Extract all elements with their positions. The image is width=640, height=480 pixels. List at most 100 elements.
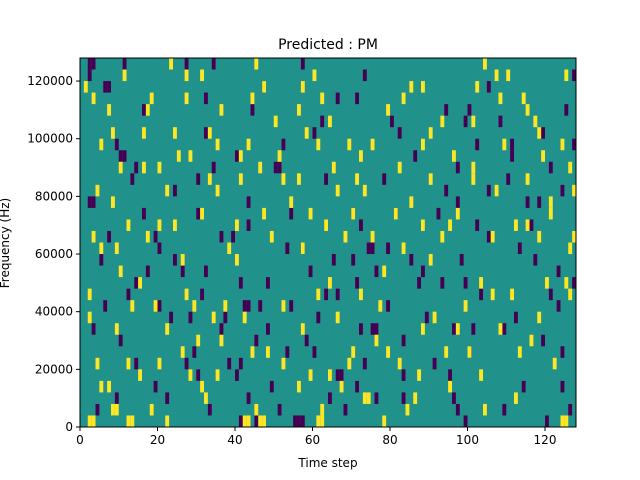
heatmap-cell-high xyxy=(200,207,205,220)
heatmap-cell-high xyxy=(335,184,340,197)
heatmap-cell-high xyxy=(328,277,332,289)
heatmap-cell-low xyxy=(560,184,565,197)
heatmap-cell-low xyxy=(145,265,150,278)
heatmap-cell-high xyxy=(455,207,460,220)
heatmap-cell-high xyxy=(111,127,115,139)
heatmap-cell-high xyxy=(490,230,495,243)
heatmap-cell-low xyxy=(142,207,146,220)
heatmap-cell-high xyxy=(521,92,526,105)
heatmap-cell-high xyxy=(277,150,282,162)
heatmap-cell-high xyxy=(126,219,131,231)
heatmap-cell-low xyxy=(246,219,251,231)
heatmap-cell-low xyxy=(444,104,449,116)
heatmap-cell-low xyxy=(304,334,309,347)
heatmap-cell-high xyxy=(359,150,363,162)
heatmap-cell-high xyxy=(568,288,573,301)
heatmap-cell-high xyxy=(483,403,487,416)
heatmap-cell-low xyxy=(173,184,177,197)
heatmap-cell-high xyxy=(157,161,162,174)
heatmap-cell-low xyxy=(424,311,429,324)
heatmap-cell-low xyxy=(254,415,259,427)
heatmap-cell-high xyxy=(273,115,278,128)
heatmap-cell-high xyxy=(107,104,112,116)
heatmap-cell-low xyxy=(293,415,298,427)
heatmap-cell-low xyxy=(246,300,251,312)
heatmap-cell-high xyxy=(204,392,208,404)
heatmap-cell-low xyxy=(227,357,232,370)
y-axis: 0 20000 40000 60000 80000 100000 120000 xyxy=(27,74,80,434)
heatmap-cell-low xyxy=(459,254,464,266)
heatmap-cell-low xyxy=(339,369,344,381)
heatmap-cell-low xyxy=(277,403,282,416)
heatmap-cell-low xyxy=(417,277,422,289)
heatmap-cell-high xyxy=(471,115,476,128)
y-tick-label: 0 xyxy=(65,420,73,434)
heatmap-cell-low xyxy=(219,230,224,243)
heatmap-cell-high xyxy=(250,346,255,358)
heatmap-cell-high xyxy=(308,207,313,220)
heatmap-cell-high xyxy=(417,369,422,381)
heatmap-cell-low xyxy=(401,334,406,347)
heatmap-cell-high xyxy=(300,81,305,93)
heatmap-cell-high xyxy=(219,334,224,347)
heatmap-cell-low xyxy=(370,242,375,255)
heatmap-cell-low xyxy=(362,357,367,370)
heatmap-cell-high xyxy=(490,288,495,301)
heatmap-cell-low xyxy=(533,254,538,266)
heatmap-cell-low xyxy=(254,334,259,347)
heatmap-cell-low xyxy=(374,265,379,278)
heatmap-cell-high xyxy=(386,346,391,358)
heatmap-cell-high xyxy=(514,219,518,231)
heatmap-cell-high xyxy=(114,403,119,416)
heatmap-cell-low xyxy=(568,403,573,416)
heatmap-cell-high xyxy=(207,173,212,185)
heatmap-cell-high xyxy=(529,334,534,347)
heatmap-cell-high xyxy=(316,415,321,427)
heatmap-cell-high xyxy=(471,161,476,174)
heatmap-cell-high xyxy=(378,300,383,312)
heatmap-cell-low xyxy=(134,277,139,289)
heatmap-cell-low xyxy=(328,392,332,404)
heatmap-cell-low xyxy=(204,127,208,139)
heatmap-cell-high xyxy=(297,380,301,393)
heatmap-cell-high xyxy=(506,69,511,82)
heatmap-cell-high xyxy=(564,277,569,289)
heatmap-cell-low xyxy=(436,207,441,220)
heatmap-cell-high xyxy=(281,357,286,370)
heatmap-cell-high xyxy=(95,184,100,197)
heatmap-cell-high xyxy=(401,242,406,255)
heatmap-cell-high xyxy=(331,161,336,174)
heatmap-cell-high xyxy=(87,311,92,324)
heatmap-cell-low xyxy=(165,392,170,404)
heatmap-cell-high xyxy=(347,138,352,151)
heatmap-cell-low xyxy=(153,230,158,243)
heatmap-cell-low xyxy=(401,369,406,381)
heatmap-cell-high xyxy=(138,277,143,289)
heatmap-cell-high xyxy=(269,230,274,243)
heatmap-cell-high xyxy=(537,127,542,139)
heatmap-cell-high xyxy=(114,323,119,335)
heatmap-cell-low xyxy=(351,254,356,266)
heatmap-cell-high xyxy=(200,69,205,82)
heatmap-cell-high xyxy=(165,415,170,427)
heatmap-cell-high xyxy=(246,415,251,427)
heatmap-cell-high xyxy=(258,161,263,174)
heatmap-cell-low xyxy=(196,207,201,220)
heatmap-cell-high xyxy=(235,254,239,266)
heatmap-cell-low xyxy=(355,277,360,289)
heatmap-cell-high xyxy=(494,184,499,197)
heatmap-cell-low xyxy=(242,300,247,312)
heatmap-cell-high xyxy=(320,92,325,105)
heatmap-cell-low xyxy=(219,323,224,335)
heatmap-cell-low xyxy=(281,138,286,151)
heatmap-cell-low xyxy=(521,380,526,393)
heatmap-cell-low xyxy=(273,161,278,174)
heatmap-cell-low xyxy=(452,392,456,404)
heatmap-cell-low xyxy=(192,346,197,358)
heatmap-cell-low xyxy=(537,196,542,208)
heatmap-cell-low xyxy=(324,288,329,301)
heatmap-cell-low xyxy=(204,92,208,105)
heatmap-cell-high xyxy=(149,92,154,105)
y-tick-label: 80000 xyxy=(35,189,73,203)
heatmap-cell-high xyxy=(262,81,267,93)
